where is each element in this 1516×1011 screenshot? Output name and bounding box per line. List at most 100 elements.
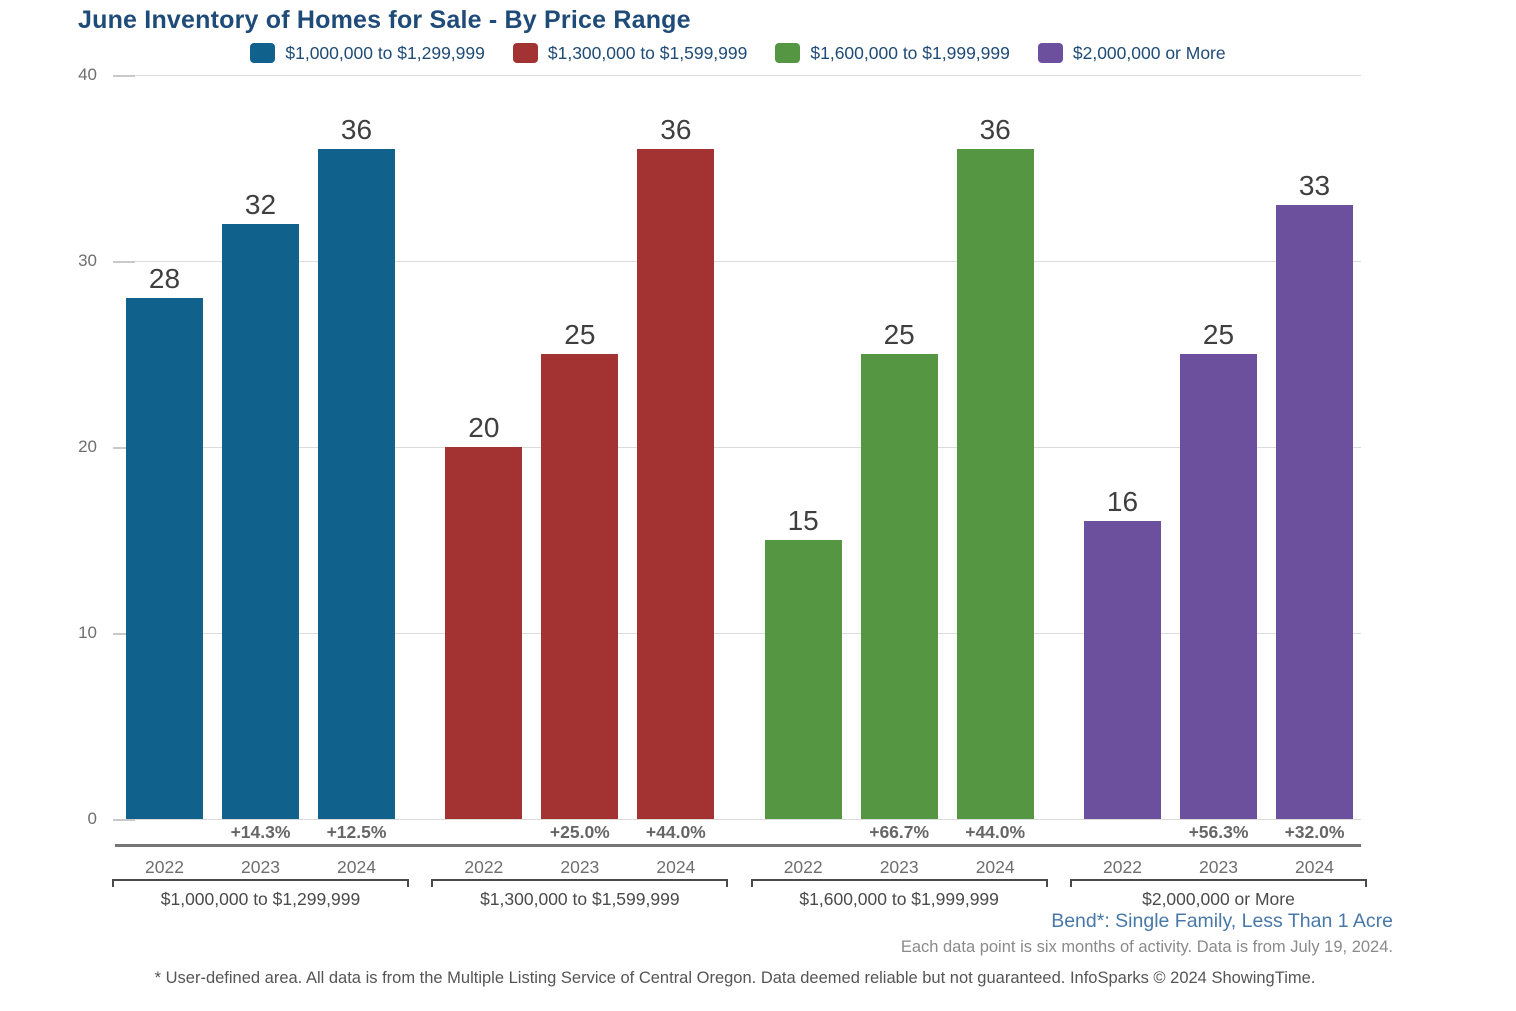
x-axis-line [115,844,1361,847]
price-range-label: $1,000,000 to $1,299,999 [160,889,361,909]
legend-swatch-icon [1037,43,1063,63]
gridline [115,447,1361,448]
year-label: 2024 [975,856,1015,877]
legend-label: $1,000,000 to $1,299,999 [285,42,485,63]
bar-group: 20 25 36 [445,75,715,819]
bar-value-label: 28 [148,263,181,295]
group-bracket [112,879,409,887]
bar-1-2022 [445,447,523,819]
y-axis-tick [113,632,135,635]
pct-change-label: +66.7% [869,821,930,842]
pct-change-label: +56.3% [1188,821,1249,842]
pct-change-label [765,820,842,844]
gridline [115,633,1361,634]
glabel-group: $1,600,000 to $1,999,999 [765,887,1034,911]
pct-group: +56.3% +32.0% [1084,820,1353,844]
disclaimer-note: * User-defined area. All data is from th… [154,969,1316,987]
price-range-label: $2,000,000 or More [1142,889,1295,909]
bar-slot: 36 [318,75,395,819]
bar-slot: 25 [541,75,619,819]
bar-slot: 20 [445,75,523,819]
y-axis-label: 0 [87,809,97,828]
y-axis-label: 20 [78,437,97,456]
y-axis-tick [113,260,135,263]
bar-value-label: 36 [340,114,373,146]
year-label: 2023 [1199,856,1238,877]
bar-value-label: 25 [564,319,596,350]
year-label: 2024 [656,856,696,877]
price-range-label: $1,600,000 to $1,999,999 [799,889,999,909]
y-axis-tick [113,446,135,449]
glabel-group: $2,000,000 or More [1084,887,1353,911]
bar-slot: 25 [1179,75,1257,819]
year-label: 2023 [241,856,280,877]
bar-2-2024 [956,149,1034,819]
legend-item: $1,300,000 to $1,599,999 [512,43,747,64]
y-axis-tick [113,818,135,821]
bar-value-label: 25 [1202,319,1235,350]
price-range-label: $1,300,000 to $1,599,999 [480,889,680,909]
data-note: Each data point is six months of activit… [900,938,1393,956]
bar-value-label: 33 [1298,170,1331,202]
pct-change-label [445,820,522,844]
bar-1-2024 [637,149,715,819]
bar-slot: 28 [126,75,203,819]
bar-3-2024 [1275,205,1353,819]
y-axis-label: 10 [78,623,97,642]
year-label: 2023 [879,856,919,877]
group-labels-row: $1,000,000 to $1,299,999 $1,300,000 to $1… [115,887,1361,911]
year-label: 2024 [337,856,376,877]
y-axis-tick [113,74,135,77]
bar-0-2024 [318,149,395,819]
bar-2-2023 [860,354,938,819]
legend: $1,000,000 to $1,299,999 $1,300,000 to $1… [115,40,1361,66]
pct-group: +25.0% +44.0% [445,820,714,844]
bar-group: 16 25 33 [1083,75,1353,819]
y-axis-label: 30 [78,251,97,270]
bar-slot: 25 [860,75,938,819]
years-group: 2022 2023 2024 [445,855,714,879]
gridline [115,261,1361,262]
bar-value-label: 25 [883,319,915,350]
bar-slot: 36 [637,75,715,819]
legend-item: $1,000,000 to $1,299,999 [250,43,485,64]
pct-group: +66.7% +44.0% [765,820,1034,844]
legend-label: $1,600,000 to $1,999,999 [810,42,1010,63]
bracket-group [1069,879,1367,887]
bar-group: 15 25 36 [764,75,1034,819]
group-bracket [431,879,729,887]
pct-change-label: +44.0% [645,821,706,842]
bracket-group [112,879,409,887]
bar-1-2023 [541,354,619,819]
pct-change-label: +32.0% [1284,821,1345,842]
group-brackets-row [112,879,1367,887]
bracket-group [750,879,1048,887]
bar-3-2022 [1083,521,1161,819]
year-label: 2022 [145,856,184,877]
legend-item: $1,600,000 to $1,999,999 [775,43,1010,64]
years-group: 2022 2023 2024 [765,855,1034,879]
bar-group: 28 32 36 [126,75,395,819]
year-label: 2022 [1103,856,1142,877]
pct-change-label: +14.3% [230,821,291,842]
gridline [115,819,1361,820]
bars-row: 28 32 36 20 25 36 15 25 36 16 25 33 [115,75,1361,819]
pct-change-label: +12.5% [326,821,387,842]
pct-change-label: +25.0% [549,821,610,842]
pct-change-label: +44.0% [965,821,1026,842]
bracket-group [431,879,729,887]
group-bracket [750,879,1048,887]
glabel-group: $1,300,000 to $1,599,999 [445,887,714,911]
y-axis-label: 40 [78,65,97,84]
bar-value-label: 16 [1106,486,1139,518]
chart-title: June Inventory of Homes for Sale - By Pr… [78,6,691,34]
bar-value-label: 15 [787,505,819,536]
glabel-group: $1,000,000 to $1,299,999 [126,887,395,911]
bar-slot: 16 [1083,75,1161,819]
year-label: 2024 [1295,856,1334,877]
bar-0-2022 [126,298,203,819]
year-label: 2022 [783,856,823,877]
bar-slot: 15 [764,75,842,819]
pct-change-label [126,820,203,844]
